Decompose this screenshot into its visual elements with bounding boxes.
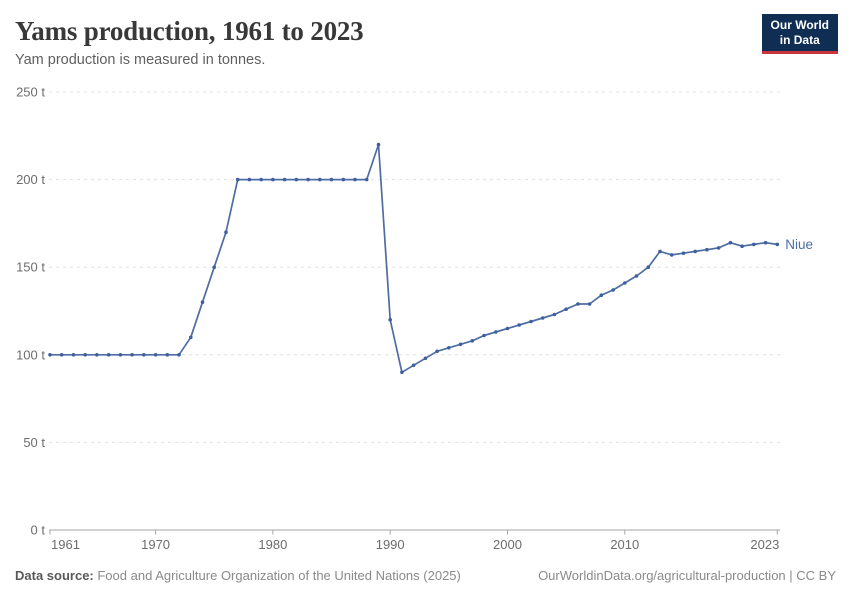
data-point[interactable] <box>48 353 52 357</box>
data-point[interactable] <box>177 353 181 357</box>
data-point[interactable] <box>411 363 416 368</box>
data-point[interactable] <box>59 353 64 357</box>
data-point[interactable] <box>587 302 592 306</box>
y-axis-tick-label: 200 t <box>16 172 45 187</box>
data-point[interactable] <box>341 177 346 182</box>
data-point[interactable] <box>189 335 193 340</box>
data-point[interactable] <box>752 242 756 247</box>
x-axis-tick-label: 1990 <box>376 537 405 552</box>
data-point[interactable] <box>118 353 123 357</box>
data-point[interactable] <box>294 177 299 182</box>
data-point[interactable] <box>271 177 275 182</box>
data-point[interactable] <box>740 244 744 248</box>
data-point[interactable] <box>658 249 662 254</box>
x-axis-tick-label: 2000 <box>493 537 522 552</box>
data-point[interactable] <box>634 274 639 278</box>
series-end-label[interactable]: Niue <box>785 237 813 252</box>
data-point[interactable] <box>611 288 615 292</box>
data-point[interactable] <box>400 370 404 375</box>
data-point[interactable] <box>318 177 322 182</box>
data-point[interactable] <box>458 342 463 347</box>
data-point[interactable] <box>552 312 557 317</box>
data-point[interactable] <box>599 293 604 298</box>
data-point[interactable] <box>681 251 686 255</box>
data-point[interactable] <box>716 246 721 250</box>
data-point[interactable] <box>130 353 134 357</box>
y-axis-tick-label: 50 t <box>23 435 45 450</box>
data-point[interactable] <box>540 316 545 320</box>
data-point[interactable] <box>235 177 240 182</box>
page-title: Yams production, 1961 to 2023 <box>15 16 364 46</box>
data-point[interactable] <box>482 333 486 338</box>
data-point[interactable] <box>83 353 87 357</box>
data-point[interactable] <box>693 249 697 254</box>
data-point[interactable] <box>165 353 170 357</box>
data-point[interactable] <box>224 230 228 234</box>
data-point[interactable] <box>705 247 709 252</box>
data-point[interactable] <box>494 330 498 334</box>
series-points-niue[interactable] <box>48 142 780 375</box>
data-source: Data source: Food and Agriculture Organi… <box>15 568 461 583</box>
series-line-niue[interactable] <box>49 143 779 374</box>
y-axis-tick-label: 0 t <box>31 523 46 538</box>
data-point[interactable] <box>153 353 158 357</box>
data-point[interactable] <box>470 339 475 343</box>
data-point[interactable] <box>576 302 580 306</box>
owid-logo-line1: Our World <box>770 18 829 32</box>
data-point[interactable] <box>763 240 768 245</box>
data-point[interactable] <box>447 346 451 350</box>
x-axis-tick-label: 1970 <box>141 537 170 552</box>
y-axis-tick-label: 250 t <box>16 85 45 100</box>
data-point[interactable] <box>259 177 264 182</box>
data-point[interactable] <box>106 353 111 357</box>
owid-logo[interactable]: Our World in Data <box>761 14 838 54</box>
data-point[interactable] <box>669 253 674 257</box>
chart-footer: Data source: Food and Agriculture Organi… <box>15 568 836 583</box>
data-point[interactable] <box>200 300 205 305</box>
data-point[interactable] <box>247 177 252 182</box>
data-source-label: Data source: <box>15 568 94 583</box>
data-point[interactable] <box>353 177 357 182</box>
x-axis-tick-label: 1961 <box>51 537 80 552</box>
data-point[interactable] <box>728 240 733 245</box>
data-point[interactable] <box>329 177 334 182</box>
data-point[interactable] <box>646 265 651 270</box>
owid-logo-line2: in Data <box>779 33 820 47</box>
data-point[interactable] <box>376 142 381 147</box>
data-point[interactable] <box>71 353 76 357</box>
y-axis-tick-label: 100 t <box>16 347 45 362</box>
data-point[interactable] <box>423 356 428 361</box>
data-point[interactable] <box>212 265 216 270</box>
data-point[interactable] <box>364 177 369 182</box>
x-axis-tick-label: 2010 <box>610 537 639 552</box>
chart-subtitle: Yam production is measured in tonnes. <box>15 52 266 68</box>
data-point[interactable] <box>564 307 568 312</box>
data-point[interactable] <box>505 326 510 331</box>
data-point[interactable] <box>623 281 627 285</box>
attribution[interactable]: OurWorldinData.org/agricultural-producti… <box>538 568 836 583</box>
data-point[interactable] <box>142 353 146 357</box>
data-point[interactable] <box>95 353 99 357</box>
x-axis-tick-label: 2023 <box>750 537 779 552</box>
data-point[interactable] <box>282 177 287 182</box>
data-point[interactable] <box>388 318 393 322</box>
data-source-text: Food and Agriculture Organization of the… <box>93 568 461 583</box>
data-point[interactable] <box>306 177 310 182</box>
data-point[interactable] <box>529 319 533 324</box>
y-axis-tick-label: 150 t <box>16 260 45 275</box>
data-point[interactable] <box>775 242 780 247</box>
data-point[interactable] <box>517 323 521 327</box>
data-point[interactable] <box>435 349 439 354</box>
x-axis-tick-label: 1980 <box>258 537 287 552</box>
